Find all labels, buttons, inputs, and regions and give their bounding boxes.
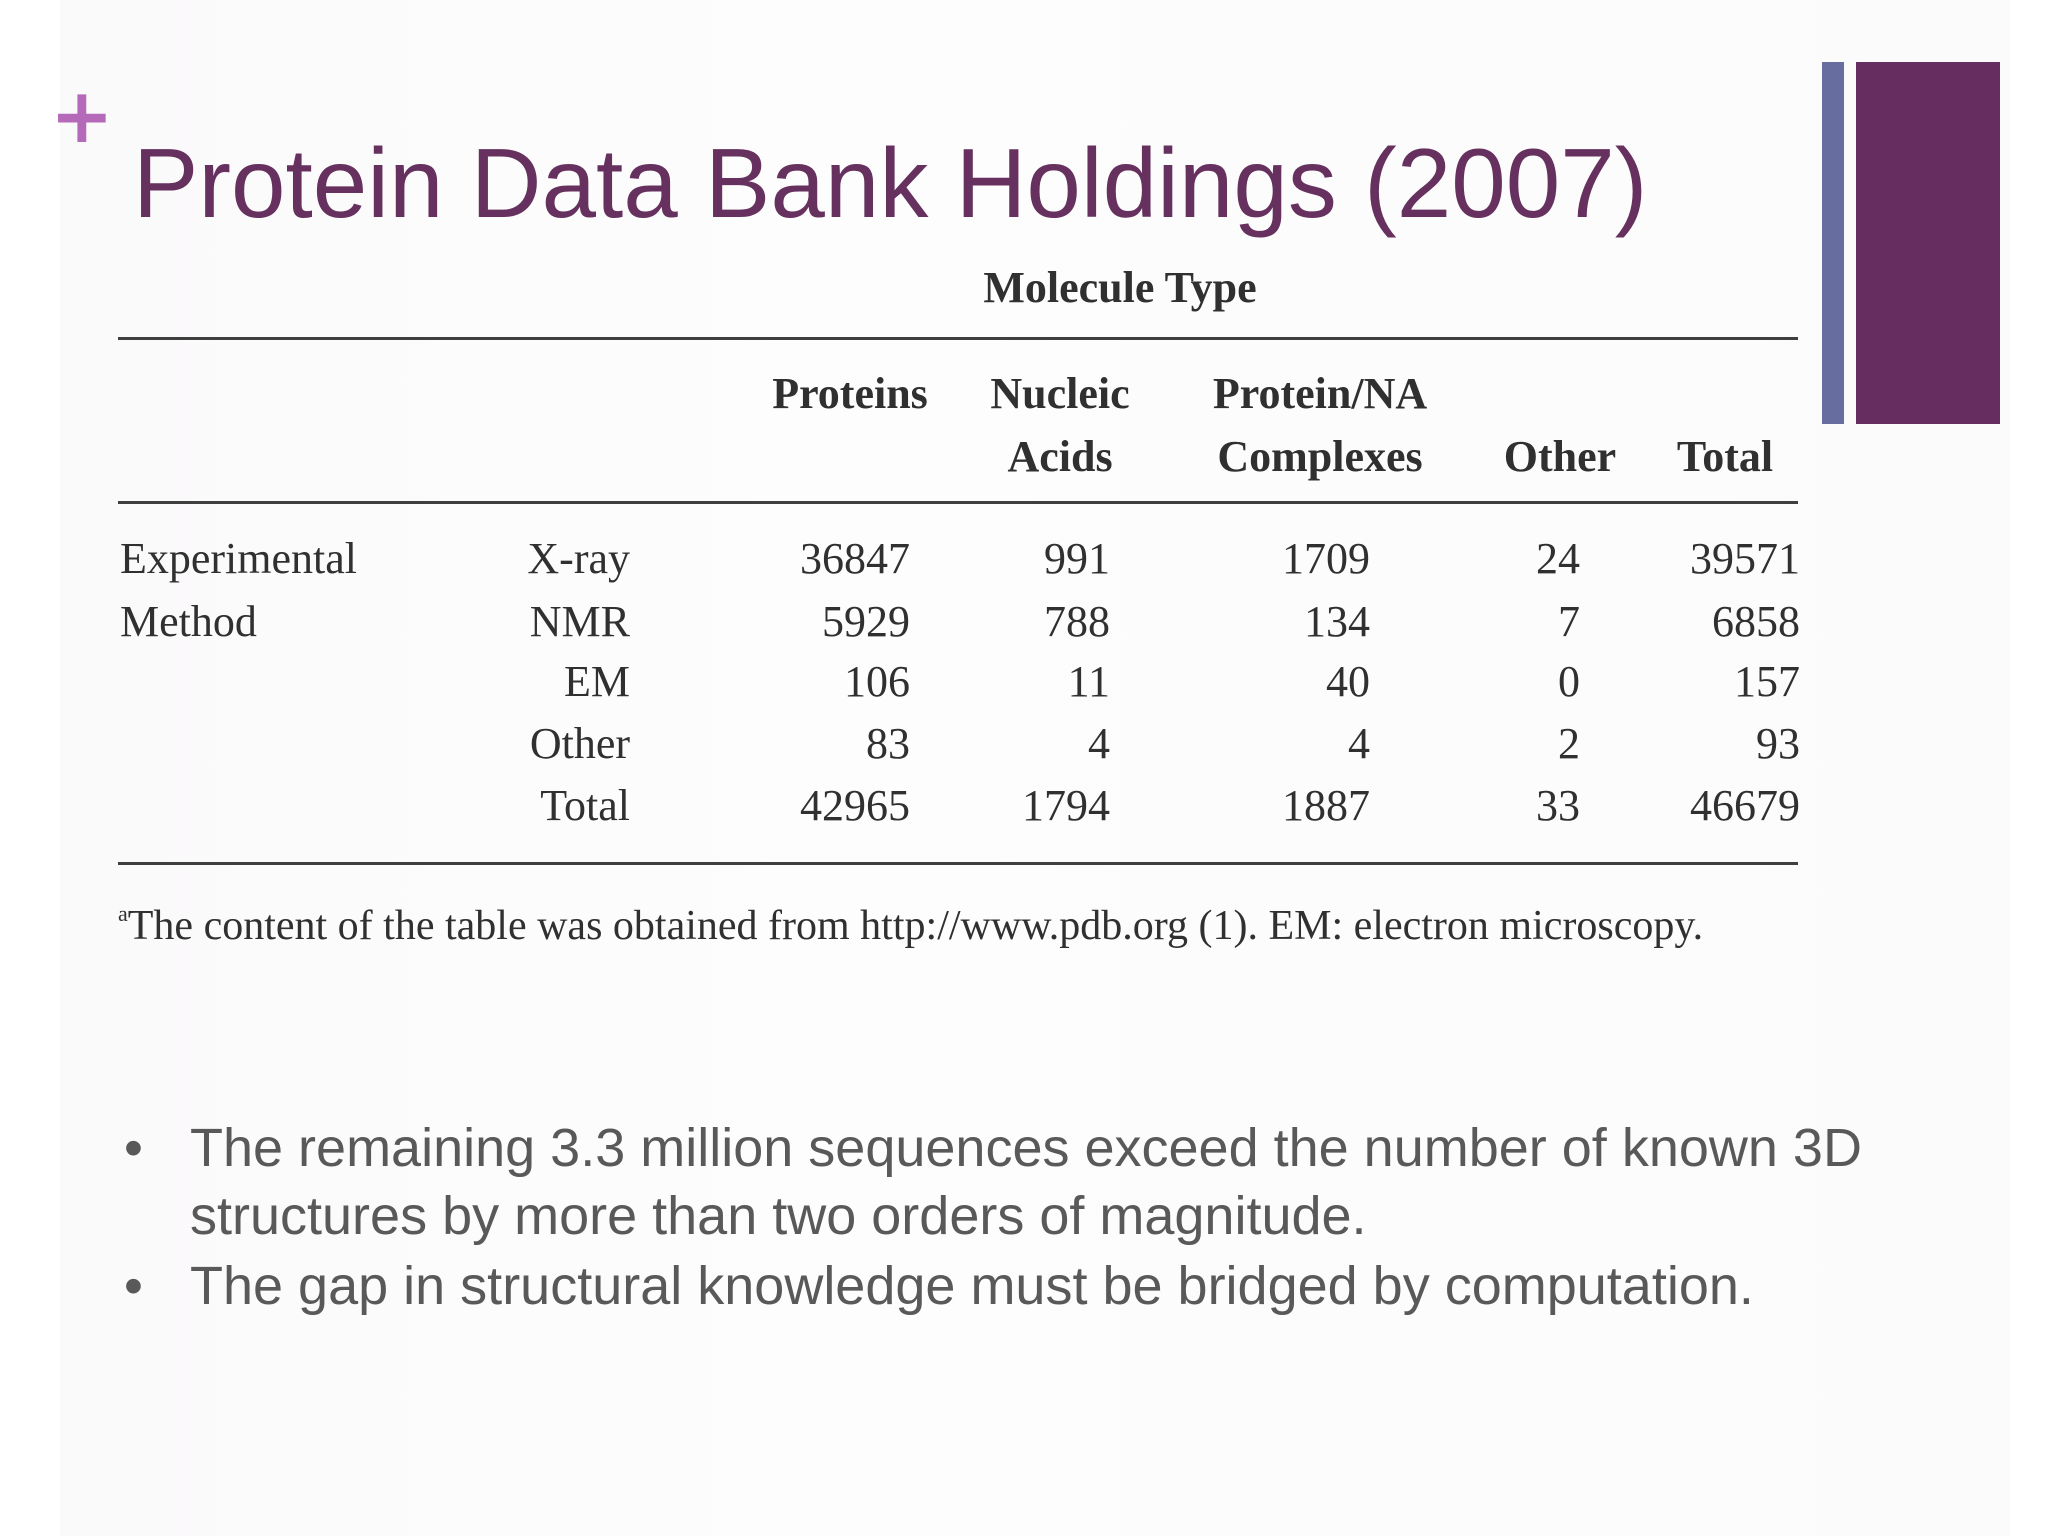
col-header-complexes-line2: Complexes: [1217, 432, 1423, 481]
cell-complexes: 134: [1304, 597, 1370, 646]
cell-other: 2: [1558, 719, 1580, 768]
cell-nucleic: 788: [1044, 597, 1110, 646]
row-group-label-line1: Experimental: [120, 534, 358, 583]
cell-complexes: 4: [1348, 719, 1370, 768]
col-header-complexes-line1: Protein/NA: [1212, 369, 1428, 418]
cell-proteins: 83: [866, 719, 910, 768]
bullet-dot: •: [124, 1118, 143, 1178]
cell-complexes: 1887: [1282, 781, 1370, 830]
cell-proteins: 5929: [822, 597, 910, 646]
cell-total: 157: [1734, 657, 1800, 706]
table-bottom-rule: [118, 862, 1798, 865]
cell-other: 24: [1536, 534, 1580, 583]
cell-total: 6858: [1712, 597, 1800, 646]
slide-background: [60, 0, 2010, 1536]
cell-total: 39571: [1690, 534, 1800, 583]
cell-nucleic: 11: [1067, 657, 1110, 706]
footnote-marker: a: [118, 901, 128, 926]
row-method-label: Other: [529, 719, 630, 768]
table-top-rule: [118, 337, 1798, 340]
col-header-nucleic-line2: Acids: [1007, 432, 1113, 481]
footnote-text: The content of the table was obtained fr…: [127, 903, 1704, 949]
bullet-text: The gap in structural knowledge must be …: [190, 1256, 1754, 1316]
group-header-molecule-type: Molecule Type: [983, 263, 1257, 312]
cell-other: 0: [1558, 657, 1580, 706]
cell-other: 33: [1536, 781, 1580, 830]
cell-complexes: 1709: [1282, 534, 1370, 583]
col-header-other: Other: [1503, 432, 1617, 481]
cell-proteins: 42965: [800, 781, 910, 830]
row-method-label: Total: [540, 781, 630, 830]
col-header-total: Total: [1676, 432, 1774, 481]
bullet-dot: •: [124, 1256, 143, 1316]
table-header-rule: [118, 501, 1798, 504]
row-method-label: EM: [564, 657, 630, 706]
col-header-nucleic-line1: Nucleic: [990, 369, 1130, 418]
cell-complexes: 40: [1326, 657, 1370, 706]
cell-other: 7: [1558, 597, 1580, 646]
bullet-text: The remaining 3.3 million sequences exce…: [190, 1118, 1862, 1246]
bullet-item: • The remaining 3.3 million sequences exc…: [120, 1114, 1920, 1250]
cell-total: 46679: [1690, 781, 1800, 830]
cell-total: 93: [1756, 719, 1800, 768]
row-method-label: X-ray: [527, 534, 630, 583]
cell-nucleic: 4: [1088, 719, 1110, 768]
col-header-proteins: Proteins: [772, 369, 928, 418]
plus-icon: +: [50, 71, 114, 160]
accent-bar-thick: [1856, 62, 2000, 424]
row-group-label-line2: Method: [120, 597, 257, 646]
slide-title: Protein Data Bank Holdings (2007): [133, 128, 1648, 238]
bullet-list: • The remaining 3.3 million sequences exc…: [120, 1114, 1920, 1322]
table-footnote: aThe content of the table was obtained f…: [118, 882, 1818, 958]
cell-nucleic: 991: [1044, 534, 1110, 583]
accent-bar-thin: [1822, 62, 1844, 424]
cell-nucleic: 1794: [1022, 781, 1110, 830]
cell-proteins: 106: [844, 657, 910, 706]
cell-proteins: 36847: [800, 534, 910, 583]
row-method-label: NMR: [529, 597, 630, 646]
bullet-item: • The gap in structural knowledge must be…: [120, 1252, 1920, 1320]
